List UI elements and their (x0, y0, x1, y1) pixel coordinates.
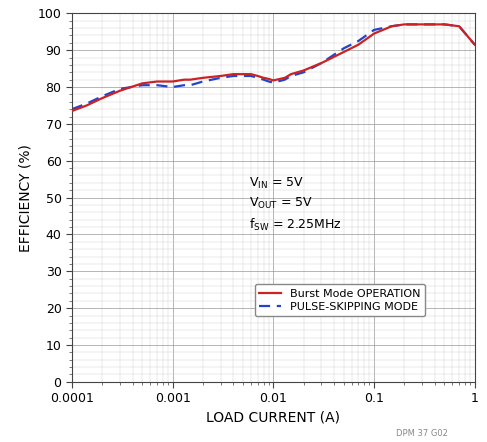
Burst Mode OPERATION (472, 42, 478, 47)
Burst Mode OPERATION (84, 103, 90, 108)
Burst Mode OPERATION (401, 22, 407, 27)
PULSE-SKIPPING MODE (261, 77, 266, 82)
Burst Mode OPERATION (300, 68, 306, 73)
PULSE-SKIPPING MODE (187, 83, 193, 88)
Burst Mode OPERATION (169, 79, 175, 84)
Burst Mode OPERATION (248, 72, 254, 77)
PULSE-SKIPPING MODE (248, 73, 254, 79)
PULSE-SKIPPING MODE (389, 23, 394, 29)
Burst Mode OPERATION (389, 23, 394, 29)
PULSE-SKIPPING MODE (230, 73, 236, 79)
PULSE-SKIPPING MODE (266, 79, 272, 84)
Text: V$_{\mathregular{IN}}$ = 5V
V$_{\mathregular{OUT}}$ = 5V
f$_{\mathregular{SW}}$ : V$_{\mathregular{IN}}$ = 5V V$_{\mathreg… (249, 175, 342, 233)
PULSE-SKIPPING MODE (472, 42, 478, 47)
Y-axis label: EFFICIENCY (%): EFFICIENCY (%) (18, 144, 32, 251)
Burst Mode OPERATION (187, 77, 193, 82)
PULSE-SKIPPING MODE (69, 107, 75, 112)
Burst Mode OPERATION (261, 75, 266, 80)
PULSE-SKIPPING MODE (200, 79, 206, 84)
PULSE-SKIPPING MODE (456, 23, 462, 29)
PULSE-SKIPPING MODE (442, 22, 448, 27)
Burst Mode OPERATION (200, 75, 206, 80)
PULSE-SKIPPING MODE (300, 70, 306, 75)
Burst Mode OPERATION (230, 72, 236, 77)
PULSE-SKIPPING MODE (356, 38, 361, 44)
Text: DPM 37 G02: DPM 37 G02 (396, 429, 448, 438)
PULSE-SKIPPING MODE (84, 101, 90, 106)
Burst Mode OPERATION (117, 88, 123, 93)
Burst Mode OPERATION (154, 79, 160, 84)
Burst Mode OPERATION (356, 42, 361, 47)
PULSE-SKIPPING MODE (218, 75, 224, 80)
Burst Mode OPERATION (270, 78, 276, 83)
PULSE-SKIPPING MODE (270, 80, 276, 85)
Line: PULSE-SKIPPING MODE: PULSE-SKIPPING MODE (72, 24, 475, 109)
Burst Mode OPERATION (288, 72, 294, 77)
Burst Mode OPERATION (442, 22, 448, 27)
PULSE-SKIPPING MODE (139, 83, 145, 88)
PULSE-SKIPPING MODE (255, 75, 261, 80)
PULSE-SKIPPING MODE (181, 83, 187, 88)
PULSE-SKIPPING MODE (419, 22, 425, 27)
Burst Mode OPERATION (371, 31, 377, 36)
Legend: Burst Mode OPERATION, PULSE-SKIPPING MODE: Burst Mode OPERATION, PULSE-SKIPPING MOD… (255, 284, 425, 316)
Burst Mode OPERATION (181, 77, 187, 82)
Burst Mode OPERATION (266, 76, 272, 82)
Burst Mode OPERATION (341, 50, 347, 55)
PULSE-SKIPPING MODE (169, 84, 175, 90)
X-axis label: LOAD CURRENT (A): LOAD CURRENT (A) (206, 411, 340, 425)
Burst Mode OPERATION (139, 81, 145, 86)
PULSE-SKIPPING MODE (401, 22, 407, 27)
PULSE-SKIPPING MODE (240, 73, 246, 79)
Burst Mode OPERATION (282, 75, 288, 80)
PULSE-SKIPPING MODE (318, 61, 324, 66)
PULSE-SKIPPING MODE (371, 27, 377, 33)
PULSE-SKIPPING MODE (117, 86, 123, 91)
Burst Mode OPERATION (255, 73, 261, 79)
Burst Mode OPERATION (99, 95, 105, 101)
Burst Mode OPERATION (419, 22, 425, 27)
PULSE-SKIPPING MODE (154, 83, 160, 88)
Burst Mode OPERATION (240, 72, 246, 77)
Burst Mode OPERATION (69, 108, 75, 114)
Burst Mode OPERATION (218, 73, 224, 79)
PULSE-SKIPPING MODE (99, 94, 105, 99)
PULSE-SKIPPING MODE (341, 46, 347, 51)
Burst Mode OPERATION (318, 61, 324, 66)
PULSE-SKIPPING MODE (288, 73, 294, 79)
Burst Mode OPERATION (456, 23, 462, 29)
Line: Burst Mode OPERATION: Burst Mode OPERATION (72, 24, 475, 111)
PULSE-SKIPPING MODE (282, 77, 288, 82)
